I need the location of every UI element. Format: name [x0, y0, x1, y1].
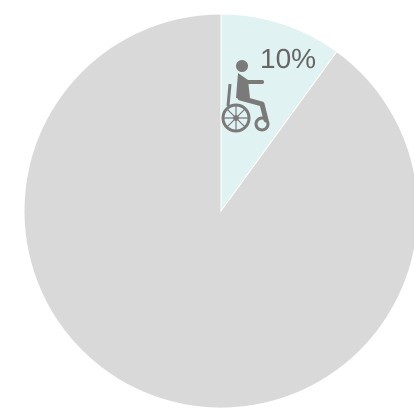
pie-slice-1: [23, 13, 414, 409]
pie-slice-0: [220, 13, 338, 213]
slice-value-label: 10%: [260, 43, 316, 74]
wheelchair-user-icon: [221, 60, 270, 133]
